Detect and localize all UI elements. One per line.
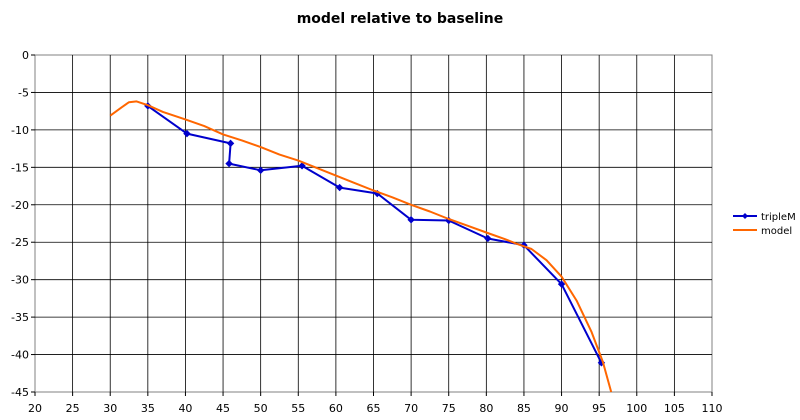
data-point bbox=[557, 280, 566, 288]
y-tick-label: -10 bbox=[11, 124, 29, 137]
y-tick-labels: 0 -5 -10 -15 -20 -25 -30 -35 -40 -45 bbox=[11, 49, 29, 399]
x-tick-label: 30 bbox=[103, 402, 117, 415]
x-tick-label: 75 bbox=[442, 402, 456, 415]
x-gridlines bbox=[34, 55, 713, 396]
series-line-model bbox=[109, 100, 613, 393]
y-tick-label: -5 bbox=[18, 86, 29, 99]
x-tick-label: 35 bbox=[141, 402, 155, 415]
x-tick-label: 65 bbox=[367, 402, 381, 415]
legend-marker bbox=[742, 213, 748, 219]
data-point bbox=[183, 129, 191, 138]
y-tick-label: -15 bbox=[11, 161, 29, 174]
x-tick-label: 40 bbox=[178, 402, 192, 415]
x-tick-label: 70 bbox=[404, 402, 418, 415]
chart-title: model relative to baseline bbox=[297, 11, 504, 27]
x-tick-label: 100 bbox=[626, 402, 647, 415]
data-point bbox=[226, 139, 235, 148]
x-tick-label: 80 bbox=[479, 402, 493, 415]
y-tick-label: -30 bbox=[11, 274, 29, 287]
x-tick-label: 45 bbox=[216, 402, 230, 415]
x-tick-label: 20 bbox=[28, 402, 42, 415]
series-layer bbox=[109, 100, 613, 393]
x-tick-label: 95 bbox=[592, 402, 606, 415]
legend-entry-tripleM: tripleM bbox=[733, 212, 796, 223]
legend-entry-model: model bbox=[733, 226, 792, 237]
y-tick-label: -35 bbox=[11, 311, 29, 324]
x-tick-label: 110 bbox=[702, 402, 723, 415]
y-tick-label: 0 bbox=[22, 49, 29, 62]
legend-label: model bbox=[761, 226, 792, 237]
legend: tripleM model bbox=[733, 212, 796, 237]
x-tick-label: 105 bbox=[664, 402, 685, 415]
x-tick-label: 60 bbox=[329, 402, 343, 415]
y-tick-label: -25 bbox=[11, 236, 29, 249]
data-point bbox=[298, 162, 306, 170]
series-model bbox=[109, 100, 613, 393]
x-tick-labels: 20 25 30 35 40 45 50 55 60 65 70 75 80 85 90 95 100 105 11… bbox=[28, 402, 723, 415]
x-tick-label: 55 bbox=[291, 402, 305, 415]
x-tick-label: 90 bbox=[555, 402, 569, 415]
data-point bbox=[407, 216, 415, 224]
y-tick-label: -20 bbox=[11, 199, 29, 212]
data-point bbox=[256, 166, 265, 175]
x-tick-label: 50 bbox=[254, 402, 268, 415]
legend-label: tripleM bbox=[761, 212, 796, 223]
x-tick-label: 85 bbox=[517, 402, 531, 415]
y-tick-label: -40 bbox=[11, 349, 29, 362]
data-point bbox=[335, 183, 344, 192]
data-point bbox=[484, 234, 492, 243]
data-point bbox=[225, 159, 233, 168]
y-tick-label: -45 bbox=[11, 386, 29, 399]
x-tick-label: 25 bbox=[66, 402, 80, 415]
